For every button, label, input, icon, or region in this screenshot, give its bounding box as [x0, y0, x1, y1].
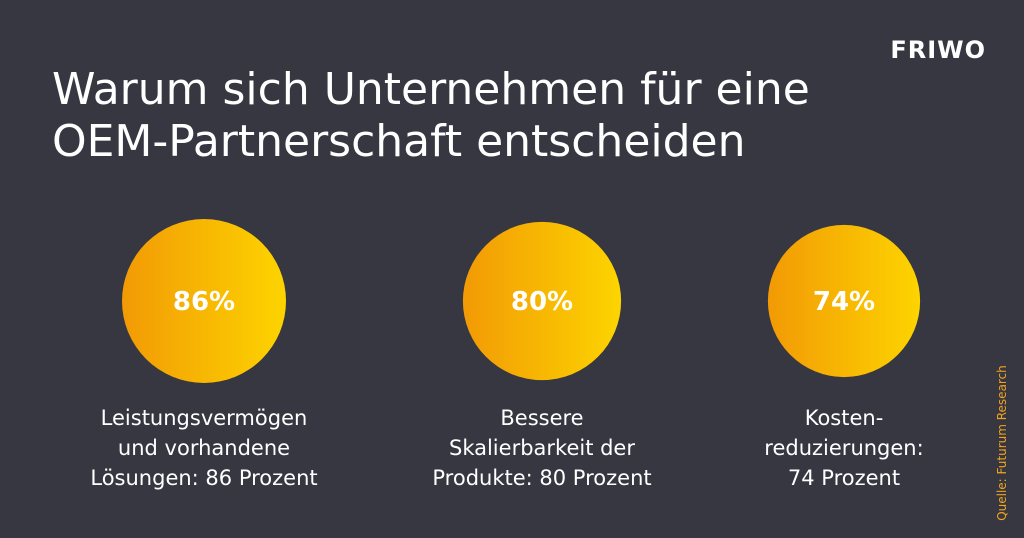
source-note: Quelle: Futurum Research [994, 363, 1010, 523]
caption-2-line-1: Bessere [500, 406, 583, 430]
title-line-1: Warum sich Unternehmen für eine [52, 64, 810, 115]
caption-1-line-1: Leistungsvermögen [101, 406, 308, 430]
caption-1-line-2: und vorhandene [118, 436, 290, 460]
caption-3-line-2: reduzierungen: [764, 436, 923, 460]
page-title: Warum sich Unternehmen für eine OEM-Part… [52, 64, 810, 168]
bubble-2 [462, 221, 622, 381]
bubble-value-label-1: 86% [173, 287, 235, 317]
bubble-1 [122, 219, 286, 383]
caption-3-line-3: 74 Prozent [788, 466, 900, 490]
bubble-value-label-3: 74% [813, 287, 875, 317]
caption-2-line-3: Produkte: 80 Prozent [432, 466, 651, 490]
friwo-logo: FRIWO [890, 36, 986, 64]
bubble-3 [767, 224, 921, 378]
caption-3-line-1: Kosten- [805, 406, 884, 430]
source-text: Quelle: Futurum Research [995, 365, 1009, 521]
caption-1-line-3: Lösungen: 86 Prozent [90, 466, 317, 490]
caption-2-line-2: Skalierbarkeit der [449, 436, 635, 460]
title-line-2: OEM-Partnerschaft entscheiden [52, 116, 746, 167]
bubble-value-label-2: 80% [511, 287, 573, 317]
